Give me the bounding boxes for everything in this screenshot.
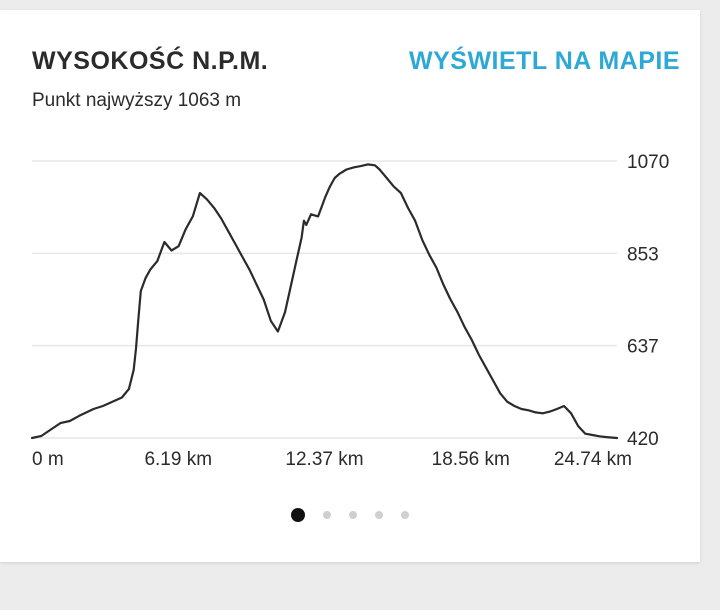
page-dot[interactable] <box>291 508 305 522</box>
view-on-map-link[interactable]: WYŚWIETL NA MAPIE <box>409 47 680 75</box>
y-tick-label: 1070 <box>627 152 669 173</box>
x-axis-labels: 0 m 6.19 km 12.37 km 18.56 km 24.74 km <box>32 449 632 470</box>
card-title: WYSOKOŚĆ N.P.M. <box>32 47 269 75</box>
y-tick-label: 853 <box>627 244 659 265</box>
page-indicator <box>0 508 700 522</box>
elevation-chart: 1070 853 637 420 0 m 6.19 km 12.37 km 18.56 km… <box>30 152 669 470</box>
x-tick-label: 6.19 km <box>144 449 212 470</box>
x-tick-label: 0 m <box>32 449 64 470</box>
page-dot[interactable] <box>375 511 383 519</box>
page-dot[interactable] <box>401 511 409 519</box>
y-tick-label: 637 <box>627 337 659 358</box>
x-tick-label: 12.37 km <box>285 449 363 470</box>
highest-point-label: Punkt najwyższy 1063 m <box>32 90 242 111</box>
y-tick-label: 420 <box>627 429 659 450</box>
x-tick-label: 24.74 km <box>554 449 632 470</box>
y-axis-labels: 1070 853 637 420 <box>627 152 669 450</box>
page-dot[interactable] <box>349 511 357 519</box>
elevation-card: WYSOKOŚĆ N.P.M. WYŚWIETL NA MAPIE Punkt … <box>0 10 700 562</box>
chart-grid <box>32 160 617 439</box>
x-tick-label: 18.56 km <box>432 449 510 470</box>
page-dot[interactable] <box>323 511 331 519</box>
elevation-profile-line <box>30 163 619 440</box>
